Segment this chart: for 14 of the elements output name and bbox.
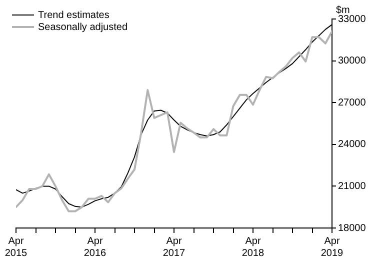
x-tick-label: Apr 2016 xyxy=(84,236,107,259)
y-axis-title: $m xyxy=(336,4,350,16)
x-tick-label: Apr 2017 xyxy=(162,236,186,259)
legend-label: Seasonally adjusted xyxy=(38,22,128,33)
legend-label: Trend estimates xyxy=(38,10,110,21)
x-tick-label: Apr 2019 xyxy=(320,236,344,259)
y-tick-label: 30000 xyxy=(338,56,366,67)
y-tick-label: 18000 xyxy=(338,222,366,234)
x-tick-label: Apr 2018 xyxy=(242,236,265,259)
x-tick-label: Apr 2015 xyxy=(4,236,28,259)
y-tick-label: 33000 xyxy=(338,14,366,25)
y-tick-label: 24000 xyxy=(338,139,366,150)
y-tick-label: 21000 xyxy=(338,180,366,192)
y-tick-label: 27000 xyxy=(338,97,366,108)
